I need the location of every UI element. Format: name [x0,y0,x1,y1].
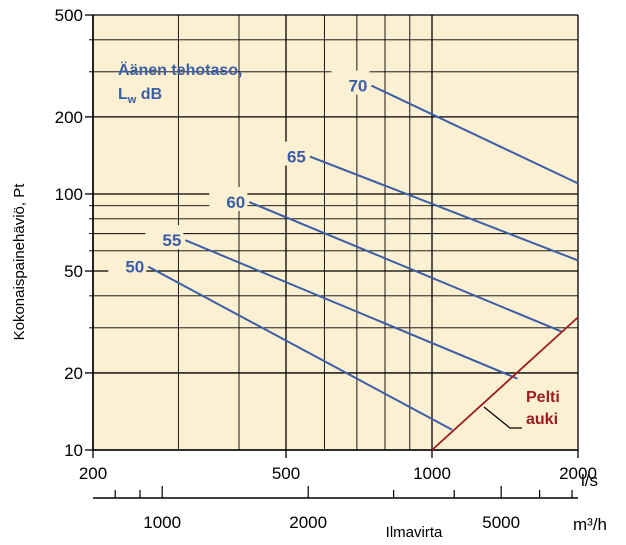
y-tick-label: 500 [55,6,83,25]
y-tick-label: 10 [64,441,83,460]
pelti-auki-line [431,316,579,451]
x2-tick-label: 1000 [143,513,181,532]
legend-title-subscript: w [127,94,137,106]
annotation-group: Pelti auki [431,316,579,451]
legend-title-unit: dB [136,86,162,103]
x-tick-label: 200 [79,464,107,483]
x-tick-label: 2000 [559,464,597,483]
y-tick-label: 20 [64,364,83,383]
pelti-auki-label-line2: auki [526,411,558,428]
series-label-70: 70 [348,77,367,96]
pelti-auki-label-bg [519,384,577,432]
x-tick-label: 1000 [413,464,451,483]
legend-title-line1: Äänen tehotaso, [118,61,242,79]
pelti-auki-leader [483,406,522,429]
series-label-60: 60 [226,193,245,212]
series-line-65 [309,155,579,262]
series-line-50 [147,265,453,431]
x2-tick-label: 5000 [482,513,520,532]
series-line-60 [248,201,562,333]
x2-axis-unit: m³/h [573,515,607,534]
series-label-bg [331,70,370,95]
x-axis-unit: l/s [581,471,598,490]
x2-tick-label: 2000 [289,513,327,532]
series-label-55: 55 [162,231,181,250]
axes: 10 20 50 100 200 500 200 500 1000 2000 1000 2000 500… [55,6,597,532]
pelti-auki-label-line1: Pelti [526,389,560,406]
y-tick-label: 200 [55,108,83,127]
series-group: 50 55 60 65 70 [108,70,579,431]
series-label-bg [145,225,184,250]
series-label-bg [108,251,147,276]
x-axis-title: Ilmavirta [386,524,443,541]
y-tick-label: 100 [55,185,83,204]
legend-title: Äänen tehotaso, Lw dB [118,61,242,106]
series-label-65: 65 [287,148,306,167]
series-line-55 [184,239,518,380]
series-label-50: 50 [125,258,144,277]
series-label-bg [269,141,308,166]
series-line-70 [370,84,579,185]
y-axis-title: Kokonaispainehäviö, Pt [11,183,28,341]
x-tick-label: 500 [272,464,300,483]
legend-title-line2: Lw dB [118,86,162,106]
legend-title-symbol: L [118,86,128,103]
y-tick-label: 50 [64,262,83,281]
series-label-bg [209,187,248,212]
